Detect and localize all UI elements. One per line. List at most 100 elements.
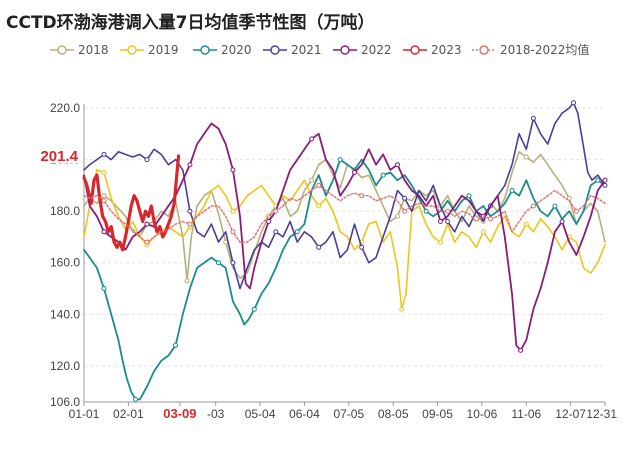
x-tick-label: 09-05 [422,407,453,421]
series-point [402,195,408,201]
x-tick-label: 12-31 [586,407,617,421]
series-point [395,162,400,168]
series-point [480,229,486,235]
series-point [187,162,193,168]
series-point [309,177,315,183]
highlight-value-box [36,144,82,163]
series-point [316,244,322,250]
series-point [437,239,443,245]
series-point [571,100,576,106]
y-tick-label: 106.0 [50,395,80,409]
chart-legend: 2018 2019 2020 2021 2022 2023 2018-2022均值 [50,42,589,57]
x-tick-label: -03 [207,407,225,421]
series-point [230,167,236,173]
series-point [445,208,451,214]
legend-marker [200,45,210,55]
x-tick-label: 01-01 [69,407,100,421]
legend-item-3: 2021 [263,43,322,57]
series-layer [82,100,608,402]
series-point [530,115,536,121]
series-point [316,182,322,188]
x-tick-label: 07-05 [333,407,364,421]
series-point [144,239,150,245]
series-line-3 [83,102,606,290]
legend-marker [57,45,67,55]
y-tick-label: 180.0 [50,204,80,218]
series-point [101,193,107,199]
series-point [251,306,257,312]
series-point [309,136,315,142]
chart-title: CCTD环渤海港调入量7日均值季节性图（万吨） [6,12,375,33]
legend-label: 2023 [431,43,462,57]
series-point [144,221,150,227]
series-point [395,213,400,219]
series-point [337,157,343,163]
x-tick-label: 05-04 [245,407,276,421]
series-point [230,229,236,235]
series-point [602,182,608,188]
legend-item-4: 2022 [333,43,392,57]
x-tick-label-highlight: 03-09 [163,406,196,421]
series-point [230,260,236,266]
series-point [488,216,493,222]
legend-label: 2020 [221,43,252,57]
series-point [399,306,405,312]
series-point [518,347,524,353]
legend-label: 2018-2022均值 [500,42,589,57]
highlight-layer: 201.4 [36,144,82,165]
legend-label: 2018 [78,43,109,57]
series-point [266,219,272,224]
x-tick-label: 08-05 [378,407,409,421]
series-line-1 [83,169,606,310]
series-point [509,188,515,193]
x-tick-label: 12-07 [555,407,586,421]
series-point [359,244,365,250]
chart-axes: 106.0120.0140.0160.0180.0200.0220.001-01… [50,101,617,421]
series-point [380,172,386,178]
legend-marker [270,45,280,55]
series-point [402,208,408,214]
series-point [559,219,565,224]
series-point [573,208,579,214]
series-point [359,193,365,199]
series-point [230,208,236,214]
y-tick-label: 220.0 [50,101,80,115]
legend-marker [340,45,350,55]
y-gridlines [84,107,605,403]
series-point [530,203,536,209]
y-tick-label: 160.0 [50,256,80,270]
series-point [187,221,193,227]
legend-label: 2019 [148,43,179,57]
series-point [352,170,357,175]
series-point [437,219,443,224]
series-point [101,229,107,235]
series-point [173,342,179,348]
series-point [595,177,601,183]
legend-marker [127,45,137,55]
series-line-0 [83,151,606,282]
series-point [273,229,279,235]
series-point [133,396,138,402]
series-line-2 [83,158,606,401]
x-tick-label: 02-01 [113,407,144,421]
series-point [187,208,193,214]
series-point [523,221,529,227]
legend-item-1: 2019 [120,43,179,57]
legend-label: 2021 [291,43,322,57]
x-tick-label: 06-04 [289,407,320,421]
y-tick-label: 120.0 [50,359,80,373]
x-tick-label: 10-06 [467,407,498,421]
series-point [101,286,107,291]
series-point [101,198,107,204]
legend-marker [479,45,489,55]
series-line-4 [83,122,606,352]
series-point [216,260,221,266]
series-point [273,208,279,214]
legend-item-2: 2020 [193,43,252,57]
x-tick-label: 11-06 [511,407,541,421]
highlight-value-label: 201.4 [40,148,78,165]
series-point [144,157,150,163]
series-point [445,219,451,224]
series-point [523,154,529,160]
series-point [602,177,608,183]
